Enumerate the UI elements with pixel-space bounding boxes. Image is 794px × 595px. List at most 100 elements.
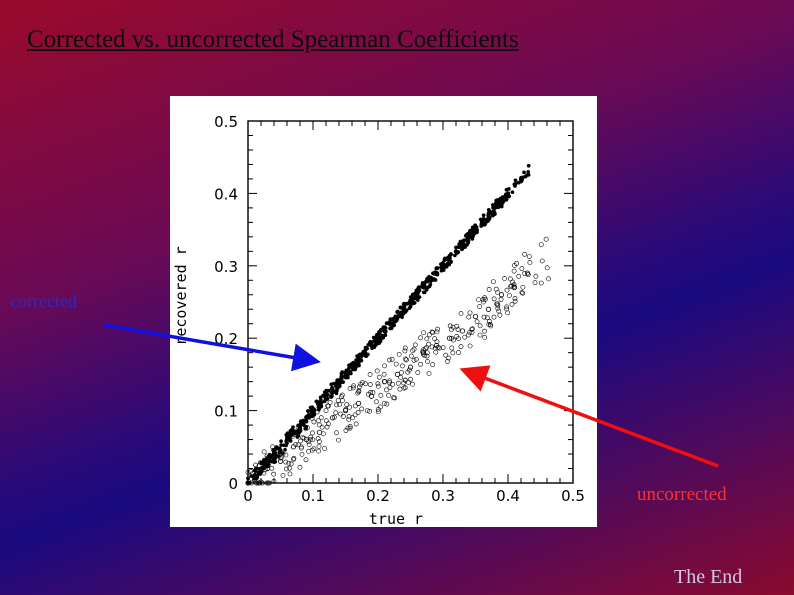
uncorrected-point	[502, 276, 507, 281]
uncorrected-point	[310, 430, 315, 436]
uncorrected-point	[424, 353, 430, 359]
uncorrected-point	[264, 453, 270, 459]
uncorrected-point	[375, 383, 381, 389]
corrected-point	[435, 271, 440, 276]
y-tick-label: 0	[228, 475, 238, 493]
uncorrected-point	[367, 372, 373, 377]
uncorrected-point	[435, 326, 440, 332]
corrected-point	[421, 290, 426, 295]
uncorrected-point	[467, 310, 473, 316]
uncorrected-point	[482, 328, 487, 334]
corrected-point	[510, 190, 515, 195]
corrected-point	[257, 469, 262, 473]
uncorrected-point	[374, 368, 380, 374]
corrected-point	[317, 401, 322, 406]
uncorrected-point	[256, 463, 262, 469]
corrected-point	[340, 370, 345, 374]
uncorrected-point	[434, 339, 440, 345]
uncorrected-point	[286, 436, 292, 442]
corrected-point	[448, 252, 453, 256]
uncorrected-point	[257, 480, 263, 486]
corrected-point	[428, 282, 433, 287]
corrected-point	[441, 266, 446, 271]
uncorrected-point	[410, 348, 416, 354]
corrected-point	[444, 264, 449, 269]
uncorrected-point	[370, 390, 376, 396]
uncorrected-point	[396, 351, 402, 357]
x-tick-label: 0.3	[431, 487, 455, 505]
uncorrected-point	[504, 287, 510, 293]
uncorrected-point	[496, 308, 502, 314]
uncorrected-point	[384, 387, 389, 393]
uncorrected-point	[519, 290, 525, 295]
uncorrected-point	[507, 293, 512, 298]
scatter-plot: 0 0.1 0.2 0.3 0.4 0.500.10.20.30.40.5 true r …	[172, 113, 585, 527]
corrected-point	[513, 182, 517, 187]
uncorrected-point	[426, 371, 432, 376]
uncorrected-point	[487, 322, 493, 327]
uncorrected-point	[271, 478, 277, 484]
uncorrected-point	[451, 337, 456, 343]
uncorrected-point	[505, 310, 511, 316]
uncorrected-point	[404, 357, 409, 363]
uncorrected-point	[338, 411, 343, 417]
uncorrected-point	[443, 352, 449, 358]
uncorrected-point	[381, 379, 388, 385]
uncorrected-point	[429, 329, 435, 335]
corrected-point	[448, 259, 453, 263]
uncorrected-point	[314, 409, 320, 415]
uncorrected-point	[421, 330, 427, 336]
corrected-point	[347, 370, 352, 375]
uncorrected-point	[288, 461, 294, 467]
uncorrected-point	[329, 415, 336, 421]
uncorrected-point	[514, 261, 519, 266]
corrected-point	[363, 353, 368, 358]
uncorrected-point	[309, 447, 315, 453]
corrected-point	[324, 388, 329, 393]
corrected-point	[283, 447, 287, 452]
uncorrected-point	[504, 304, 510, 310]
uncorrected-point	[386, 380, 392, 386]
uncorrected-point	[407, 364, 414, 370]
uncorrected-point	[422, 352, 428, 358]
uncorrected-point	[295, 425, 301, 431]
uncorrected-point	[532, 280, 538, 286]
uncorrected-point	[433, 349, 439, 355]
uncorrected-point	[481, 314, 487, 320]
x-tick-label: 0.1	[301, 487, 325, 505]
uncorrected-point	[245, 480, 251, 486]
uncorrected-point	[469, 326, 475, 332]
corrected-point	[272, 460, 276, 465]
uncorrected-point	[253, 462, 259, 468]
uncorrected-point	[482, 335, 488, 340]
uncorrected-point	[538, 242, 544, 248]
uncorrected-point	[440, 345, 446, 351]
uncorrected-point	[401, 380, 407, 386]
x-tick-label: 0.2	[366, 487, 390, 505]
uncorrected-point	[402, 356, 408, 362]
corrected-point	[469, 232, 474, 237]
uncorrected-point	[434, 329, 440, 335]
corrected-point	[427, 274, 431, 279]
uncorrected-point	[520, 284, 526, 290]
uncorrected-point	[318, 415, 324, 421]
corrected-point	[279, 439, 283, 444]
uncorrected-point	[544, 265, 550, 271]
uncorrected-point	[546, 276, 551, 282]
uncorrected-point	[477, 304, 483, 309]
corrected-point	[323, 395, 327, 400]
uncorrected-point	[251, 476, 258, 482]
uncorrected-point	[277, 455, 283, 461]
corrected-point	[272, 451, 276, 455]
uncorrected-point	[316, 448, 321, 454]
uncorrected-point	[316, 439, 322, 445]
uncorrected-point	[277, 458, 284, 464]
slide-title: Corrected vs. uncorrected Spearman Coeff…	[27, 26, 519, 53]
uncorrected-point	[248, 480, 254, 486]
corrected-point	[330, 387, 335, 391]
uncorrected-point	[325, 403, 331, 409]
uncorrected-point	[510, 279, 515, 285]
uncorrected-point	[382, 363, 387, 369]
corrected-point	[261, 457, 266, 462]
corrected-point	[434, 266, 439, 271]
